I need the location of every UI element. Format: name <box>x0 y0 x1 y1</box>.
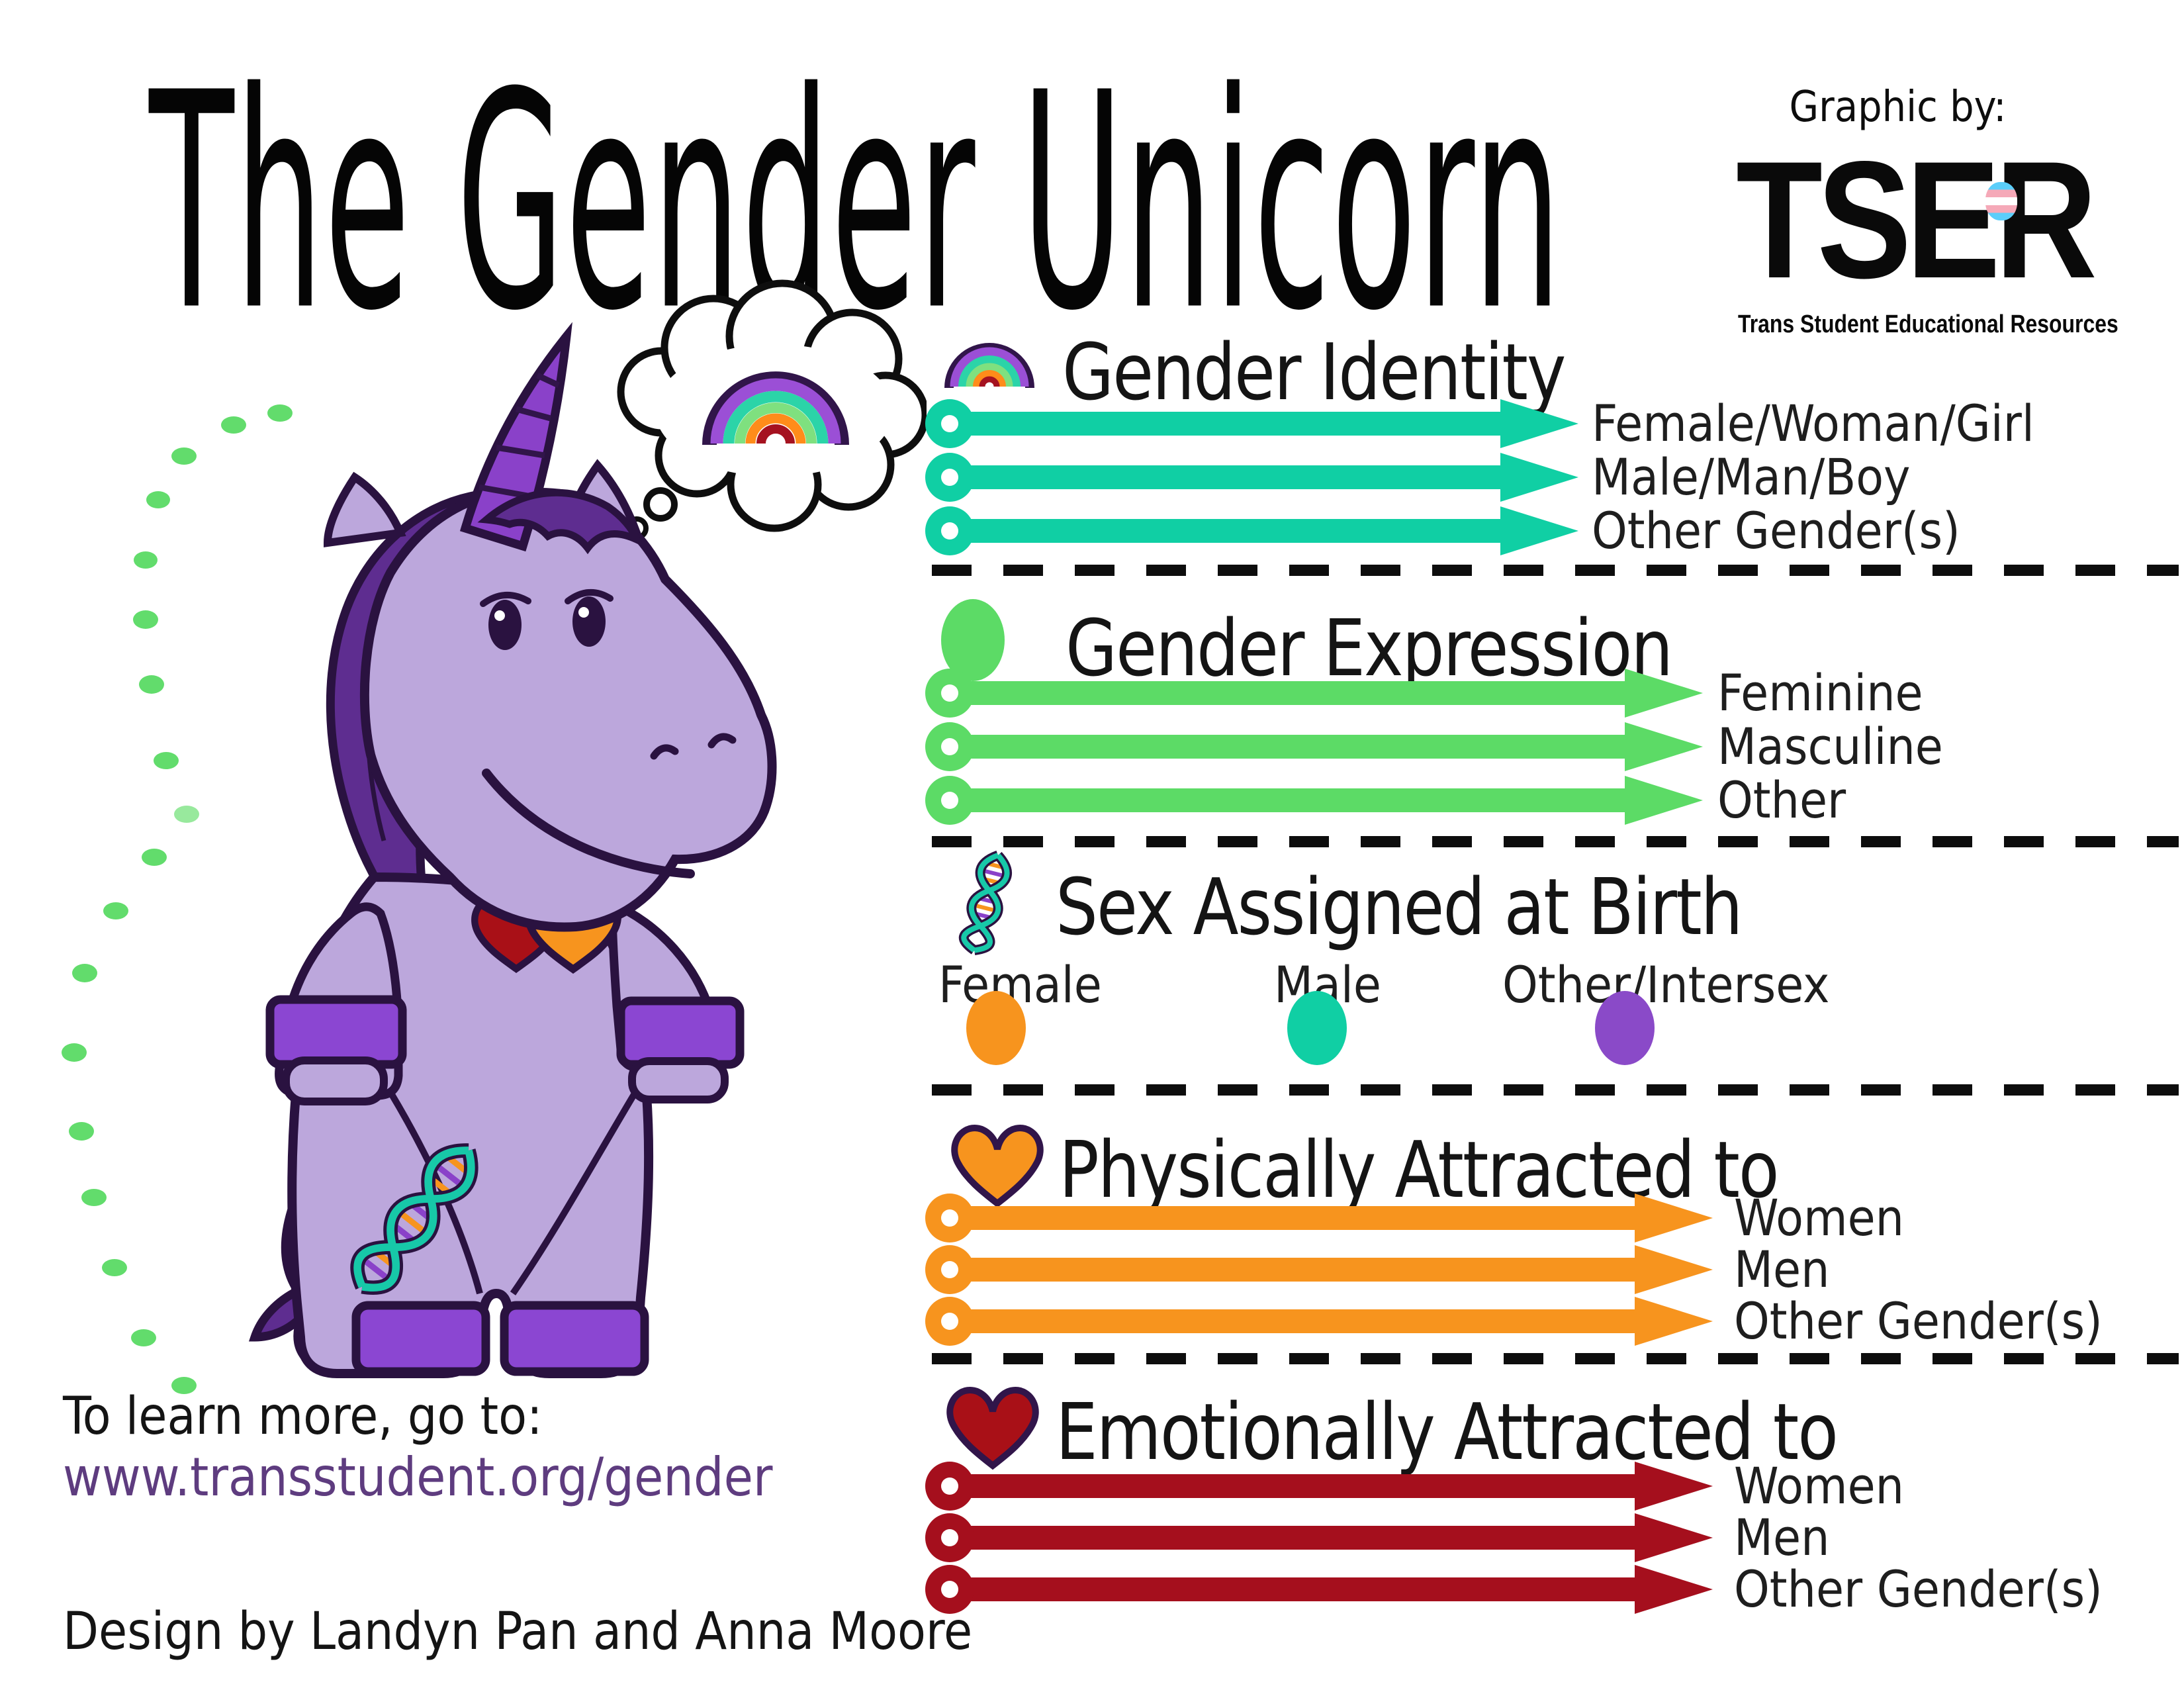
section-divider <box>932 565 2179 576</box>
arrow-bar <box>950 1309 1635 1333</box>
arrow-head <box>1635 1513 1713 1562</box>
arrow-head <box>1625 722 1703 771</box>
identity-label-2: Male/Man/Boy <box>1592 447 1911 506</box>
emotional-label-1: Women <box>1734 1456 1905 1515</box>
unicorn-horn <box>459 322 572 552</box>
tser-badge: Graphic by: TSER Trans Student Education… <box>1707 83 2118 339</box>
physical-label-3: Other Gender(s) <box>1734 1291 2103 1350</box>
arrow-bar <box>950 1258 1635 1282</box>
female-dot <box>966 991 1026 1065</box>
arrow-ring <box>925 1194 974 1243</box>
learn-more-text: To learn more, go to: <box>63 1387 543 1446</box>
arrow-bar <box>950 1577 1635 1601</box>
arrow-head <box>1500 453 1578 502</box>
section-divider <box>932 1084 2179 1096</box>
unicorn-forelock <box>477 489 644 555</box>
unicorn-illustration <box>248 279 927 1378</box>
physical-label-1: Women <box>1734 1188 1905 1247</box>
rainbow-icon <box>702 371 849 445</box>
saab-label-other-intersex: Other/Intersex <box>1502 955 1830 1014</box>
arrow-ring <box>925 1462 974 1511</box>
thought-bubble <box>614 279 927 551</box>
emotional-label-3: Other Gender(s) <box>1734 1560 2103 1618</box>
section-title-gender-expression: Gender Expression <box>1066 604 1673 694</box>
arrow-head <box>1635 1462 1713 1511</box>
green-dots-arc <box>62 404 293 1394</box>
website-link[interactable]: www.transstudent.org/gender <box>63 1446 773 1508</box>
dna-icon <box>350 1143 478 1295</box>
green-circle-icon <box>941 599 1005 681</box>
section-title-gender-identity: Gender Identity <box>1062 328 1567 418</box>
arrow-head <box>1625 669 1703 718</box>
section-divider <box>932 1353 2179 1364</box>
page-title: The Gender Unicorn <box>149 29 1563 376</box>
arrow-bar <box>950 1206 1635 1230</box>
physical-label-2: Men <box>1734 1240 1830 1299</box>
seam-line <box>510 1090 639 1295</box>
arrow-head <box>1625 776 1703 825</box>
unicorn-head <box>359 488 777 932</box>
emotional-label-2: Men <box>1734 1508 1830 1567</box>
arrow-head <box>1635 1565 1713 1614</box>
trans-flag-icon <box>1985 182 2017 220</box>
arrow-ring <box>925 1245 974 1294</box>
leg-cuff <box>351 1301 490 1376</box>
arrow-head <box>1500 399 1578 448</box>
identity-label-1: Female/Woman/Girl <box>1592 394 2034 453</box>
arrow-bar <box>950 681 1625 705</box>
arrow-bar <box>950 519 1500 543</box>
arrow-head <box>1635 1297 1713 1346</box>
arrow-bar <box>950 1474 1635 1498</box>
unicorn-left-arm <box>265 902 407 1105</box>
arrow-ring <box>925 1565 974 1614</box>
section-title-emotionally-attracted: Emotionally Attracted to <box>1056 1387 1839 1478</box>
red-heart-icon <box>946 1387 1039 1470</box>
arrow-bar <box>950 788 1625 812</box>
arrow-ring <box>925 399 974 448</box>
leg-cuff <box>500 1301 649 1376</box>
dna-icon <box>959 850 1013 956</box>
tser-org-name: Trans Student Educational Resources <box>1738 310 2118 338</box>
section-divider <box>932 836 2179 847</box>
design-credit: Design by Landyn Pan and Anna Moore <box>63 1602 973 1662</box>
saab-label-female: Female <box>938 955 1102 1014</box>
arrow-ring <box>925 1297 974 1346</box>
unicorn-right-arm <box>608 897 745 1103</box>
rainbow-icon <box>944 343 1034 389</box>
arrow-bar <box>950 735 1625 759</box>
expression-label-2: Masculine <box>1717 717 1943 776</box>
arrow-ring <box>925 776 974 825</box>
identity-label-3: Other Gender(s) <box>1592 501 1960 560</box>
expression-label-3: Other <box>1717 771 1846 829</box>
arrow-head <box>1635 1194 1713 1243</box>
unicorn-face <box>480 588 737 878</box>
arrow-ring <box>925 453 974 502</box>
arrow-bar <box>950 1526 1635 1550</box>
arrow-ring <box>925 669 974 718</box>
orange-heart-icon <box>951 1125 1044 1208</box>
other-intersex-dot <box>1595 991 1655 1065</box>
tser-logo: TSER <box>1736 127 2097 313</box>
arrow-ring <box>925 1513 974 1562</box>
arrow-head <box>1635 1245 1713 1294</box>
male-dot <box>1287 991 1347 1065</box>
arrow-bar <box>950 412 1500 436</box>
arrow-bar <box>950 465 1500 489</box>
arrow-ring <box>925 506 974 555</box>
arrow-head <box>1500 506 1578 555</box>
arrow-ring <box>925 722 974 771</box>
section-title-sex-assigned-at-birth: Sex Assigned at Birth <box>1056 863 1743 953</box>
unicorn-ear <box>323 471 406 547</box>
graphic-by-label: Graphic by: <box>1789 83 2007 132</box>
expression-label-1: Feminine <box>1717 663 1923 722</box>
